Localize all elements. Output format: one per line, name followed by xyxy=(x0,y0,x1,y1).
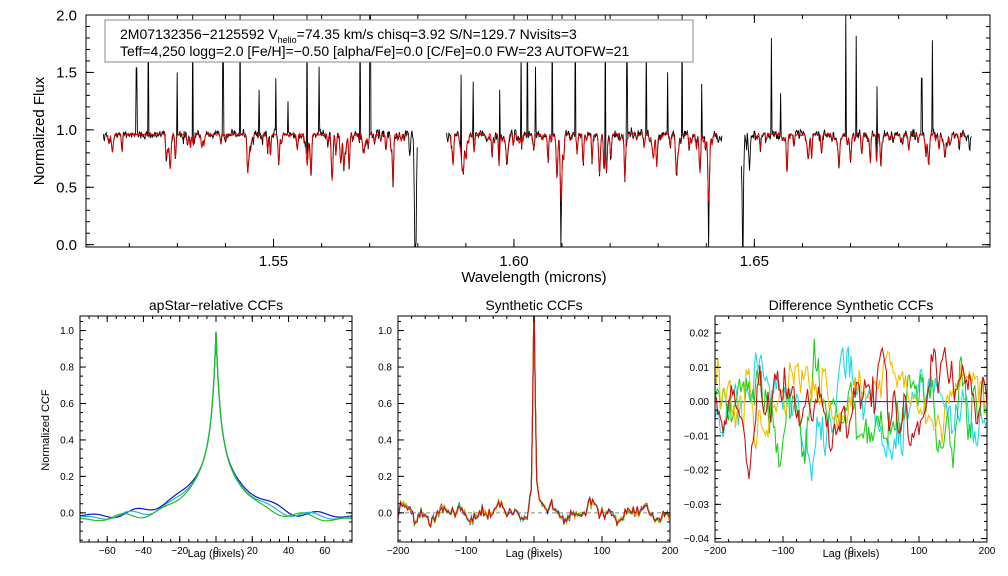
ccf-apstar-title: apStar−relative CCFs xyxy=(149,297,283,313)
panel3-ytick-label: −0.03 xyxy=(684,500,710,511)
panel1-xtick-label: 60 xyxy=(319,546,331,557)
spectrum-ytick-label: 1.5 xyxy=(56,65,77,82)
model-spectrum-chip-1 xyxy=(107,131,409,183)
panel1-xtick-label: 20 xyxy=(247,546,259,557)
panel2-xtick-label: 200 xyxy=(662,546,679,557)
ccf-difference-ticks: −200 −100 0 100 200 −0.04 −0.03 −0.02 −0.01 0.00 0… xyxy=(684,315,996,557)
ccf-apstar-lines xyxy=(80,331,352,522)
panel3-ytick-label: −0.04 xyxy=(684,534,710,545)
panel1-ytick-label: 0.4 xyxy=(60,435,74,446)
panel3-ytick-label: 0.01 xyxy=(690,363,710,374)
spectrum-axes-frame xyxy=(85,14,991,248)
panel2-ytick-label: 0.0 xyxy=(378,508,392,519)
ccf-apstar-series-1 xyxy=(80,332,352,519)
panel3-ytick-label: −0.01 xyxy=(684,431,710,442)
panel2-ytick-label: 1.0 xyxy=(378,326,392,337)
panel3-xtick-label: −200 xyxy=(704,546,727,557)
panel3-xtick-label: 100 xyxy=(911,546,928,557)
spectrum-lines xyxy=(102,15,972,247)
panel3-ytick-label: 0.00 xyxy=(690,397,710,408)
panel1-xtick-label: 0 xyxy=(213,546,219,557)
ccf-apstar-x-label: Lag (pixels) xyxy=(188,548,245,560)
vhelio-value: =74.35 km/s xyxy=(297,26,374,42)
ccf-apstar-series-3 xyxy=(80,331,352,522)
spectrum-ytick-label: 0.5 xyxy=(56,180,77,197)
spectrum-ytick-label: 2.0 xyxy=(56,7,77,24)
ccf-difference-series-5 xyxy=(715,346,987,479)
vhelio-label: V xyxy=(268,26,278,42)
panel2-xtick-label: −100 xyxy=(455,546,478,557)
info-line-2: Teff=4,250 logg=2.0 [Fe/H]=−0.50 [alpha/… xyxy=(120,43,629,59)
panel1-xtick-label: 40 xyxy=(283,546,295,557)
panel3-xtick-label: 200 xyxy=(979,546,996,557)
spectrum-panel: 1.55 1.60 1.65 0.0 0.5 1.0 1.5 2.0 2M07132356−2… xyxy=(31,7,991,286)
ccf-synthetic-series-5 xyxy=(398,316,670,528)
spectrum-ytick-label: 0.0 xyxy=(56,237,77,254)
ccf-synthetic-x-label: Lag (pixels) xyxy=(506,548,563,560)
panel2-ytick-label: 0.8 xyxy=(378,363,392,374)
ccf-apstar-panel: apStar−relative CCFs −60 −40 −20 0 20 40 60 0.0… xyxy=(40,297,353,560)
ccf-synthetic-frame xyxy=(397,315,671,543)
spectrum-ticks: 1.55 1.60 1.65 0.0 0.5 1.0 1.5 2.0 xyxy=(56,7,990,270)
ccf-apstar-frame xyxy=(79,315,353,543)
spectrum-xtick-label: 1.55 xyxy=(259,253,288,270)
vhelio-subscript: helio xyxy=(278,35,297,45)
spectrum-xtick-label: 1.65 xyxy=(740,253,769,270)
panel2-xtick-label: 100 xyxy=(594,546,611,557)
panel2-ytick-label: 0.6 xyxy=(378,399,392,410)
model-spectrum-chip-3 xyxy=(754,131,966,172)
panel1-xtick-label: −60 xyxy=(99,546,116,557)
model-spectrum-chip-2 xyxy=(449,130,719,202)
panel1-ytick-label: 0.6 xyxy=(60,399,74,410)
ccf-synthetic-ticks: −200 −100 0 100 200 0.0 0.2 0.4 0.6 0.8 1.0 xyxy=(378,316,679,557)
panel1-xtick-label: −40 xyxy=(135,546,152,557)
panel2-xtick-label: 0 xyxy=(531,546,537,557)
observed-spectrum-chip-1 xyxy=(102,15,418,247)
ccf-synthetic-panel: Synthetic CCFs −200 −100 0 100 200 0.0 0.2 0.4 0… xyxy=(378,297,679,560)
ccf-difference-x-label: Lag (pixels) xyxy=(823,548,880,560)
panel1-xtick-label: −20 xyxy=(171,546,188,557)
panel1-ytick-label: 1.0 xyxy=(60,326,74,337)
panel2-ytick-label: 0.2 xyxy=(378,472,392,483)
panel2-xtick-label: −200 xyxy=(387,546,410,557)
ccf-difference-title: Difference Synthetic CCFs xyxy=(769,297,934,313)
info-box xyxy=(104,19,694,63)
ccf-apstar-y-label: Normalized CCF xyxy=(40,389,52,471)
ccf-synthetic-lines xyxy=(398,316,670,529)
spectrum-xtick-label: 1.60 xyxy=(499,253,528,270)
panel3-xtick-label: 0 xyxy=(848,546,854,557)
panel1-ytick-label: 0.2 xyxy=(60,472,74,483)
ccf-difference-series-4 xyxy=(715,350,987,450)
observed-spectrum-chip-3 xyxy=(740,15,972,247)
ccf-apstar-ticks: −60 −40 −20 0 20 40 60 0.0 0.2 0.4 0.6 0.8 1.0 xyxy=(60,316,353,557)
ccf-synthetic-title: Synthetic CCFs xyxy=(485,297,582,313)
panel3-ytick-label: 0.02 xyxy=(690,329,710,340)
ccf-difference-lines xyxy=(715,338,987,481)
panel1-ytick-label: 0.8 xyxy=(60,363,74,374)
star-id: 2M07132356−2125592 xyxy=(120,26,265,42)
spectrum-x-label: Wavelength (microns) xyxy=(461,269,606,286)
panel1-ytick-label: 0.0 xyxy=(60,508,74,519)
panel3-xtick-label: −100 xyxy=(772,546,795,557)
ccf-apstar-series-2 xyxy=(80,332,352,520)
spectrum-y-label: Normalized Flux xyxy=(31,76,48,185)
ccf-difference-series-2 xyxy=(715,346,987,481)
spectrum-ytick-label: 1.0 xyxy=(56,122,77,139)
fit-stats: chisq=3.92 S/N=129.7 Nvisits=3 xyxy=(377,26,577,42)
ccf-difference-frame xyxy=(714,315,988,543)
panel2-ytick-label: 0.4 xyxy=(378,435,392,446)
info-line-1: 2M07132356−2125592 Vhelio=74.35 km/s chi… xyxy=(120,26,577,45)
panel3-ytick-label: −0.02 xyxy=(684,466,710,477)
ccf-difference-panel: Difference Synthetic CCFs −200 −100 0 100 20… xyxy=(684,297,996,560)
